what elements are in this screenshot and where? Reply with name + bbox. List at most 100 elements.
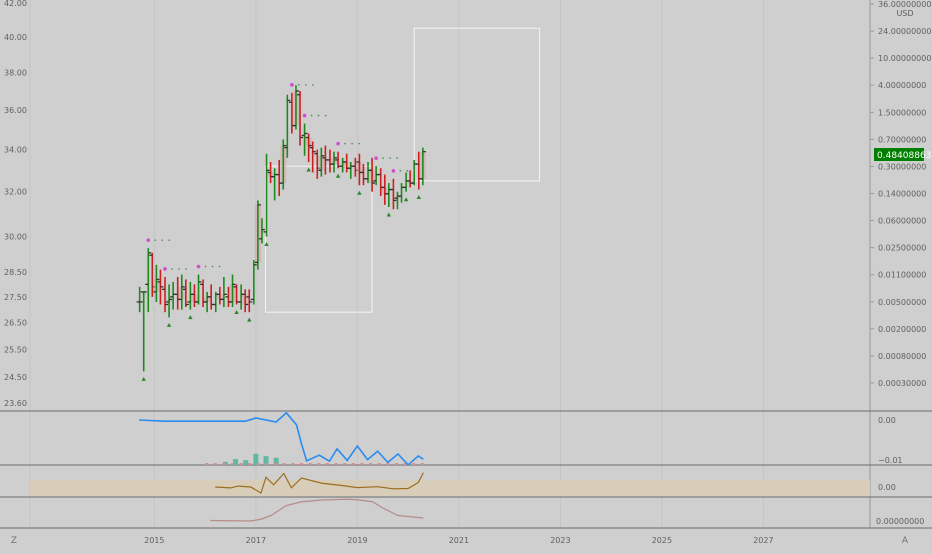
pane1-baseline-bar bbox=[213, 463, 217, 465]
left-tick-label: 32.00 bbox=[4, 188, 27, 197]
high-marker bbox=[336, 141, 340, 146]
x-tick-label: 2027 bbox=[753, 536, 773, 545]
left-tick-label: 30.00 bbox=[4, 232, 27, 241]
last-price-badge-bg bbox=[874, 148, 924, 161]
high-marker-dot bbox=[317, 114, 320, 117]
high-marker-dot bbox=[305, 84, 307, 86]
high-marker-dot bbox=[161, 239, 164, 241]
low-marker bbox=[141, 376, 146, 381]
left-tick-label: 42.00 bbox=[4, 0, 27, 8]
ohlc-bar bbox=[136, 286, 143, 313]
right-tick-label: 0.14000000 bbox=[878, 190, 926, 199]
pane1-baseline-bar bbox=[394, 463, 398, 465]
ohlc-bar bbox=[145, 248, 152, 313]
pane2-line bbox=[215, 472, 424, 494]
right-tick-label: 0.00030000 bbox=[878, 379, 926, 388]
ohlc-bar bbox=[292, 85, 299, 130]
high-marker-dot bbox=[171, 268, 173, 270]
low-marker bbox=[247, 317, 252, 322]
pane1-line bbox=[139, 411, 424, 466]
ohlc-bar bbox=[284, 94, 291, 158]
ohlc-bar bbox=[258, 218, 265, 244]
ohlc-bar bbox=[242, 289, 249, 313]
right-tick-label: 0.00080000 bbox=[878, 352, 926, 361]
high-marker-dot bbox=[351, 142, 353, 145]
pane1-baseline-bar bbox=[248, 463, 252, 465]
high-marker bbox=[146, 238, 151, 242]
high-marker-dot bbox=[344, 142, 346, 145]
x-tick-label: 2019 bbox=[347, 536, 367, 545]
pane1-baseline-bar bbox=[377, 463, 381, 465]
high-marker bbox=[163, 267, 167, 271]
right-tick-label: 0.02500000 bbox=[878, 244, 926, 253]
auto-scale-button[interactable]: A bbox=[902, 536, 909, 546]
pane1-tick-label: 0.00 bbox=[878, 416, 896, 425]
left-tick-label: 27.50 bbox=[4, 293, 27, 302]
ohlc-bar bbox=[229, 274, 236, 308]
high-marker-dot bbox=[168, 239, 171, 241]
pane1-histogram-bar bbox=[233, 459, 239, 465]
high-marker-dot bbox=[298, 84, 300, 86]
high-marker-dot bbox=[406, 170, 409, 172]
pane1-baseline-bar bbox=[230, 463, 234, 465]
left-price-axis: 42.00 40.00 38.00 36.00 34.00 32.00 30.00 28.50… bbox=[4, 0, 27, 408]
ohlc-bar bbox=[250, 260, 257, 305]
low-marker bbox=[166, 322, 172, 327]
high-marker bbox=[196, 264, 201, 269]
high-marker-dot bbox=[310, 114, 313, 117]
ohlc-bar bbox=[220, 276, 227, 308]
low-marker bbox=[357, 190, 362, 195]
pane1-histogram-bar bbox=[222, 461, 228, 465]
low-marker bbox=[335, 173, 341, 178]
pane1-histogram-bar bbox=[263, 456, 269, 465]
pane1-baseline-bar bbox=[343, 463, 347, 465]
right-tick-label: 4.00000000 bbox=[878, 81, 926, 90]
left-tick-label: 34.00 bbox=[4, 146, 27, 155]
x-tick-label: 2015 bbox=[144, 536, 164, 545]
ohlc-bar bbox=[182, 279, 189, 308]
indicator-pane-2: 0.00 bbox=[215, 472, 896, 494]
ohlc-bar bbox=[419, 147, 426, 186]
pane2-tick-label: 0.00 bbox=[878, 483, 896, 492]
pane1-baseline-bar bbox=[308, 463, 312, 465]
last-price-value: 0.48408863 bbox=[877, 151, 931, 161]
low-marker bbox=[386, 212, 392, 217]
right-tick-label: 0.00500000 bbox=[878, 298, 926, 307]
low-marker bbox=[306, 167, 311, 172]
right-tick-label: 0.30000000 bbox=[878, 162, 926, 171]
pane1-baseline-bar bbox=[386, 463, 390, 465]
ohlc-bar bbox=[162, 276, 169, 313]
high-marker-dot bbox=[211, 265, 214, 268]
high-marker-dot bbox=[324, 114, 327, 117]
x-tick-label: 2025 bbox=[652, 536, 672, 545]
right-tick-label: 0.01100000 bbox=[878, 271, 926, 280]
pane1-baseline-bar bbox=[360, 463, 364, 465]
pane1-baseline-bar bbox=[403, 463, 407, 465]
ohlc-bar bbox=[297, 90, 304, 146]
right-tick-label: 0.06000000 bbox=[878, 217, 926, 226]
high-marker bbox=[374, 156, 378, 160]
high-marker bbox=[302, 113, 307, 118]
pane1-baseline-bar bbox=[222, 463, 226, 465]
vertical-gridlines bbox=[29, 0, 764, 528]
ohlc-bar bbox=[280, 139, 287, 190]
pane1-baseline-bar bbox=[300, 463, 304, 465]
right-axis-unit: USD bbox=[896, 9, 913, 18]
time-axis: 2015 2017 2019 2021 2023 2025 2027 bbox=[144, 536, 773, 545]
high-marker bbox=[290, 83, 294, 87]
high-marker-dot bbox=[218, 265, 221, 268]
high-marker bbox=[391, 169, 396, 173]
ohlc-bar bbox=[195, 274, 202, 305]
high-marker-dot bbox=[399, 170, 402, 172]
high-marker-dot bbox=[154, 239, 157, 241]
low-marker bbox=[264, 241, 269, 246]
pane1-baseline-bar bbox=[334, 463, 338, 465]
low-marker bbox=[416, 195, 421, 200]
ohlc-bar bbox=[390, 178, 397, 210]
scale-button-left[interactable]: Z bbox=[11, 536, 17, 546]
pane1-histogram-bar bbox=[273, 457, 279, 465]
ohlc-bar bbox=[157, 269, 164, 305]
